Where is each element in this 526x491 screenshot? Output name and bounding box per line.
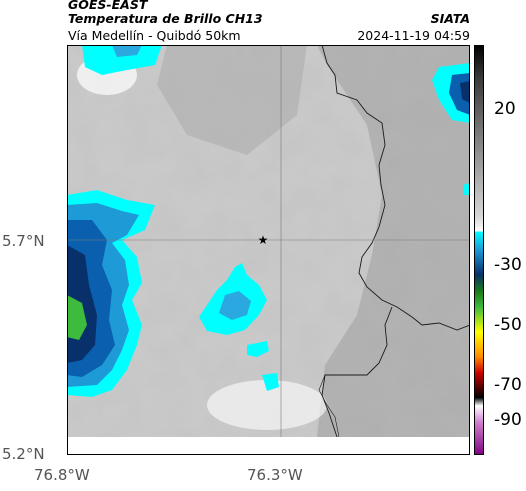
satellite-map: ★ bbox=[67, 45, 470, 455]
clear-patch bbox=[207, 380, 327, 430]
cold-cloud-small bbox=[247, 341, 269, 357]
region-label: Vía Medellín - Quibdó 50km bbox=[68, 28, 241, 43]
cold-cloud-top-left bbox=[82, 45, 162, 75]
cold-cloud-top-right-deep bbox=[460, 81, 470, 103]
colorbar bbox=[474, 45, 484, 455]
lat-label-5-2: 5.2°N bbox=[2, 445, 45, 463]
lon-label-76-8: 76.8°W bbox=[34, 466, 90, 484]
colorbar-border bbox=[474, 45, 484, 455]
satellite-name: GOES-EAST bbox=[68, 0, 148, 12]
timestamp-label: 2024-11-19 04:59 bbox=[357, 28, 470, 43]
admin-border-south bbox=[321, 306, 393, 437]
cold-cloud-fragment bbox=[463, 183, 470, 195]
eastern-highland-cloud bbox=[317, 45, 470, 437]
colorbar-tick-minus90: -90 bbox=[494, 410, 522, 430]
cold-cloud-small bbox=[262, 373, 279, 391]
coldest-cloud-top bbox=[67, 295, 87, 340]
colorbar-gradient bbox=[474, 45, 484, 455]
admin-border-inner bbox=[318, 374, 340, 437]
agency-label: SIATA bbox=[430, 11, 470, 26]
cold-cloud-center-core bbox=[219, 291, 251, 320]
admin-border-east bbox=[321, 45, 470, 331]
lat-label-5-7: 5.7°N bbox=[2, 232, 45, 250]
colorbar-tick-minus30: -30 bbox=[494, 255, 522, 275]
star-marker: ★ bbox=[258, 233, 269, 247]
colorbar-tick-minus50: -50 bbox=[494, 315, 522, 335]
colorbar-tick-minus70: -70 bbox=[494, 375, 522, 395]
colorbar-tick-20: 20 bbox=[494, 99, 516, 119]
northern-gray-cloud bbox=[157, 45, 307, 155]
product-title: Temperatura de Brillo CH13 bbox=[68, 11, 263, 26]
map-border bbox=[67, 45, 470, 455]
cold-cloud-core bbox=[112, 45, 142, 57]
lon-label-76-3: 76.3°W bbox=[247, 466, 303, 484]
